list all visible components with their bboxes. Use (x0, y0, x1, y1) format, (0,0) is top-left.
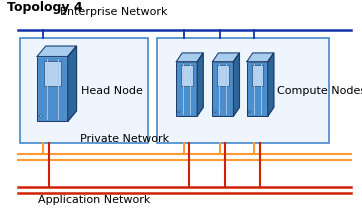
Text: Enterprise Network: Enterprise Network (60, 7, 168, 17)
Polygon shape (176, 53, 203, 62)
Polygon shape (197, 53, 203, 116)
Bar (181, 65, 193, 86)
Circle shape (177, 111, 180, 112)
Polygon shape (68, 46, 76, 121)
Text: Private Network: Private Network (80, 134, 169, 144)
FancyBboxPatch shape (157, 38, 329, 143)
Bar (212, 62, 233, 116)
Bar (252, 65, 263, 86)
Bar (217, 65, 229, 86)
Polygon shape (268, 53, 274, 116)
Bar (247, 62, 268, 116)
Text: Compute Nodes: Compute Nodes (277, 86, 362, 96)
Text: Topology 4: Topology 4 (7, 1, 83, 14)
Polygon shape (212, 53, 239, 62)
Circle shape (248, 111, 251, 112)
Text: Application Network: Application Network (38, 195, 150, 205)
Bar (37, 56, 68, 121)
Polygon shape (37, 46, 76, 56)
FancyBboxPatch shape (20, 38, 148, 143)
Polygon shape (233, 53, 239, 116)
Circle shape (39, 115, 43, 117)
Circle shape (214, 111, 216, 112)
Polygon shape (247, 53, 274, 62)
Bar (44, 61, 61, 86)
Bar (176, 62, 197, 116)
Text: Head Node: Head Node (81, 86, 143, 96)
